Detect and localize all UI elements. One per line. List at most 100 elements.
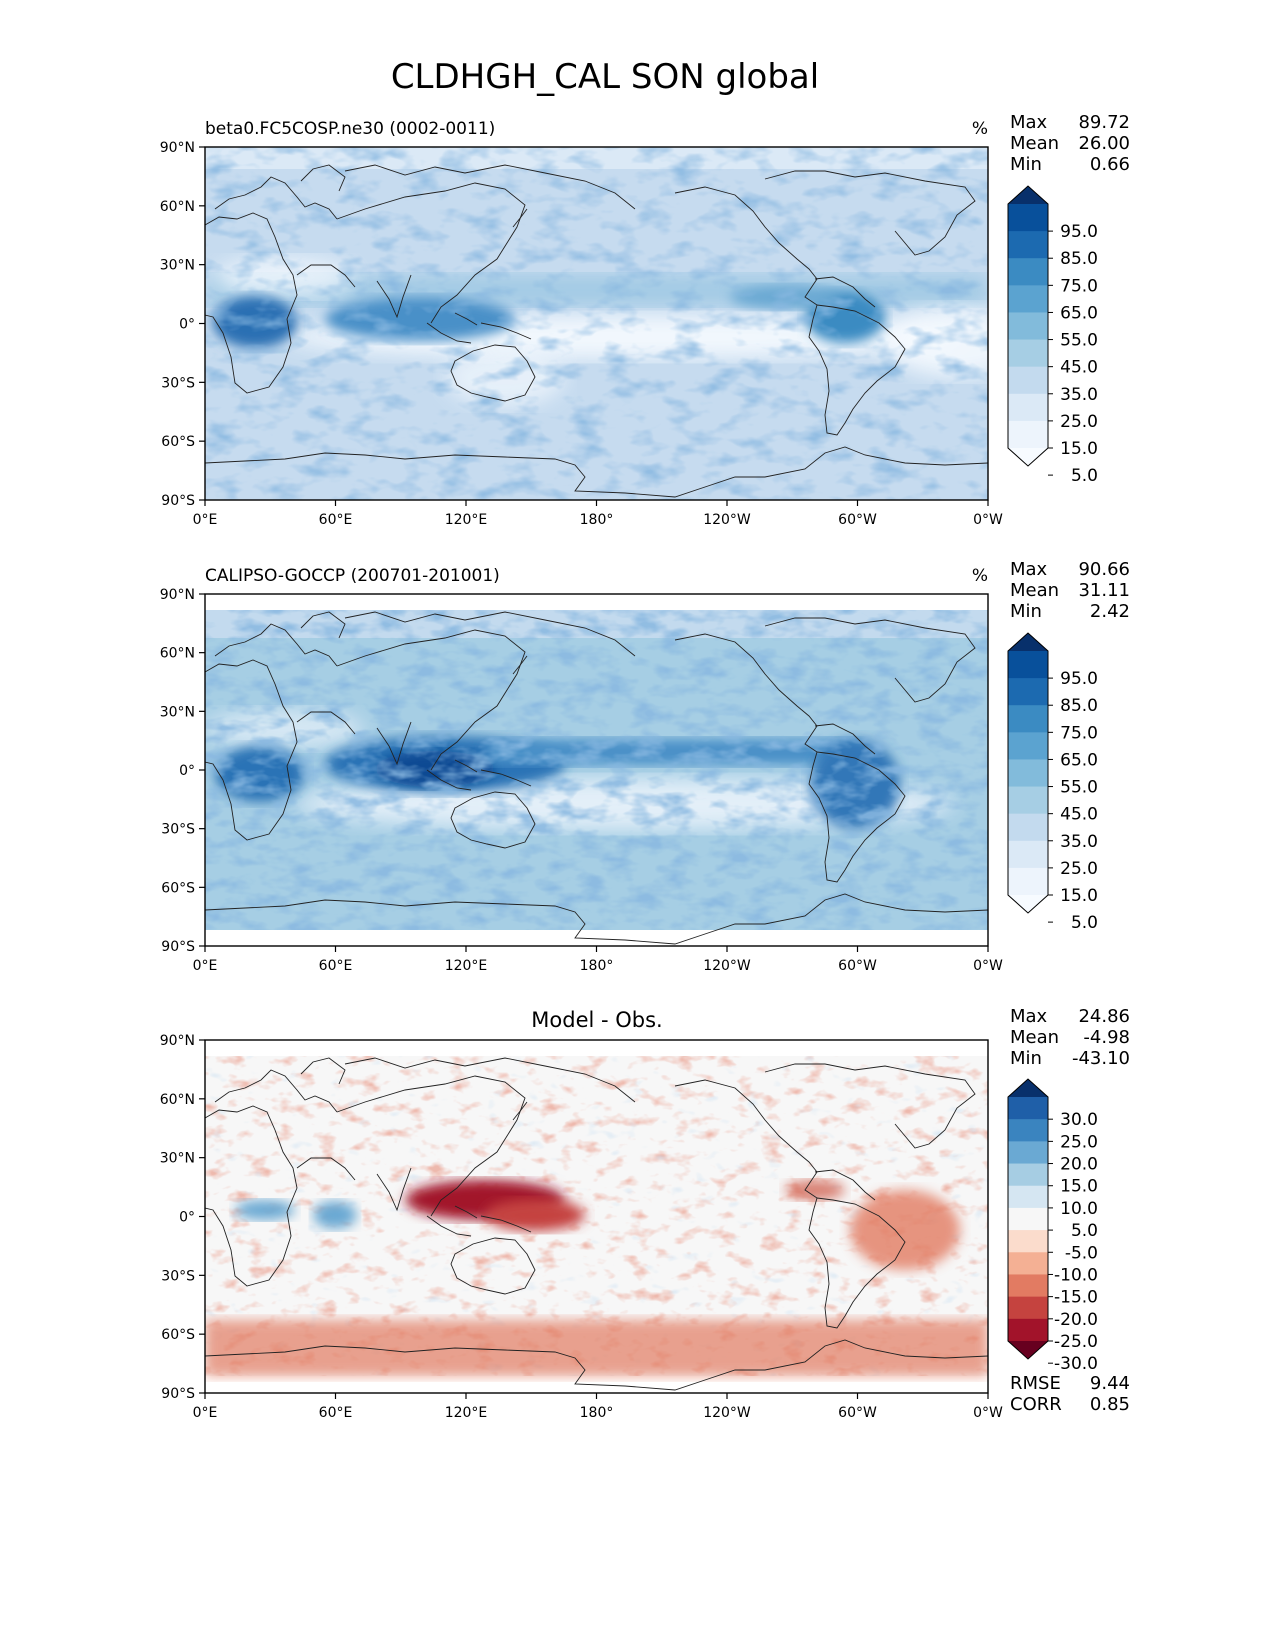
lat-tick-label: 60°S [161,434,195,450]
lon-tick-label: 60°E [319,512,353,528]
lat-tick-label: 30°N [160,1151,195,1167]
panel-1-map-field [205,147,988,500]
lon-tick-label: 0°W [973,1405,1003,1421]
stat-value-rmse: 9.44 [1090,1373,1130,1394]
panel-2-map-field [205,594,988,946]
colorbar-extend-min [1008,1341,1048,1359]
colorbar-tick-label: 55.0 [1060,331,1098,351]
colorbar-tick-label: 65.0 [1060,303,1098,323]
lat-tick-label: 60°N [160,199,195,215]
colorbar-extend-max [1008,1079,1048,1097]
stat-value-mean: 31.11 [1078,580,1130,601]
lon-tick-label: 60°E [319,1405,353,1421]
colorbar-tick-label: 75.0 [1060,276,1098,296]
colorbar-tick-label: 10.0 [1060,1199,1098,1219]
panel-obs: CALIPSO-GOCCP (200701-201001) % 90°N 60°N… [160,566,1003,974]
lon-tick-label: 0°W [973,512,1003,528]
colorbar-tick-label: -10.0 [1054,1265,1098,1285]
panel-2-axes: 90°N 60°N 30°N 0° 30°S 60°S 90°S 0°E 60°E 120°E 18… [160,587,1003,974]
colorbar-tick-label: 15.0 [1060,439,1098,459]
colorbar-segment [1008,231,1048,259]
colorbar-segment [1008,1230,1048,1253]
colorbar-segment [1008,786,1048,815]
colorbar-segment [1008,366,1048,395]
lat-tick-label: 90°S [161,1386,195,1402]
colorbar-segment [1008,1141,1048,1165]
lon-tick-label: 180° [580,1405,614,1421]
panel-2-subtitle: CALIPSO-GOCCP (200701-201001) [205,566,500,586]
colorbar-extend-min [1008,448,1048,466]
colorbar-tick-label: 30.0 [1060,1110,1098,1130]
colorbar-extend-max [1008,633,1048,651]
lon-tick-label: 180° [580,512,614,528]
stat-label-mean: Mean [1010,580,1059,601]
lat-tick-label: 30°N [160,704,195,720]
colorbar-segment [1008,840,1048,869]
colorbar-segment [1008,1274,1048,1298]
colorbar-extend-min [1008,895,1048,913]
stat-label-min: Min [1010,1048,1042,1069]
stat-value-max: 90.66 [1078,559,1130,580]
colorbar-tick-label: 5.0 [1071,913,1098,933]
panel-1-colorbar: 95.0 85.0 75.0 65.0 55.0 45.0 35.0 25.0 15.0 5.0 [1007,185,1098,486]
colorbar-tick-label: 20.0 [1060,1155,1098,1175]
colorbar-segment [1008,1207,1048,1231]
panel-2-units: % [972,566,988,586]
lon-tick-label: 120°W [703,1405,751,1421]
panel-1-side: Max 89.72 Mean 26.00 Min 0.66 95.0 85.0 75… [1007,112,1130,486]
colorbar-segment [1008,1097,1048,1120]
lon-tick-label: 0°E [193,512,218,528]
colorbar-tick-label: 35.0 [1060,385,1098,405]
colorbar-tick-label: 75.0 [1060,723,1098,743]
lon-tick-label: 120°E [445,958,488,974]
colorbar-tick-label: 55.0 [1060,778,1098,798]
stat-value-mean: -4.98 [1083,1027,1130,1048]
lon-tick-label: 120°W [703,958,751,974]
stat-value-max: 89.72 [1078,112,1130,133]
colorbar-segment [1008,732,1048,760]
lon-tick-label: 120°E [445,1405,488,1421]
colorbar-tick-label: 95.0 [1060,222,1098,242]
lat-tick-label: 0° [179,763,195,779]
stat-value-mean: 26.00 [1078,133,1130,154]
lon-tick-label: 0°W [973,958,1003,974]
colorbar-segment [1008,1163,1048,1187]
lat-tick-label: 90°N [160,587,195,603]
panel-3-map-field [205,1040,988,1393]
lat-tick-label: 60°S [161,1327,195,1343]
lon-tick-label: 120°W [703,512,751,528]
lat-tick-label: 90°S [161,939,195,955]
colorbar-segment [1008,678,1048,706]
colorbar-tick-label: -30.0 [1054,1354,1098,1374]
colorbar-tick-label: 45.0 [1060,805,1098,825]
colorbar-tick-label: 35.0 [1060,832,1098,852]
colorbar-tick-label: 5.0 [1071,466,1098,486]
lon-tick-label: 0°E [193,958,218,974]
colorbar-segment [1008,1119,1048,1142]
panel-2-side: Max 90.66 Mean 31.11 Min 2.42 95.0 85.0 75… [1007,559,1130,933]
panel-3-side: Max 24.86 Mean -4.98 Min -43.10 30.025.0… [1007,1006,1130,1415]
colorbar-tick-label: 25.0 [1060,859,1098,879]
colorbar-tick-label: 65.0 [1060,750,1098,770]
stat-value-min: 0.66 [1090,154,1130,175]
lat-tick-label: 30°S [161,822,195,838]
lat-tick-label: 60°S [161,880,195,896]
panel-1-units: % [972,119,988,139]
lat-tick-label: 90°N [160,140,195,156]
colorbar-segment [1008,705,1048,733]
colorbar-tick-label: -15.0 [1054,1288,1098,1308]
stat-label-max: Max [1010,1006,1048,1027]
colorbar-tick-label: 5.0 [1071,1221,1098,1241]
colorbar-tick-label: 15.0 [1060,1177,1098,1197]
lat-tick-label: 30°S [161,375,195,391]
colorbar-tick-label: -20.0 [1054,1310,1098,1330]
lat-tick-label: 30°S [161,1268,195,1284]
panel-2-colorbar: 95.0 85.0 75.0 65.0 55.0 45.0 35.0 25.0 15.0 5.0 [1007,632,1098,933]
colorbar-segment [1008,1185,1048,1209]
colorbar-segment [1008,867,1048,896]
colorbar-segment [1008,651,1048,679]
stat-label-max: Max [1010,559,1048,580]
colorbar-tick-label: -25.0 [1054,1332,1098,1352]
colorbar-segment [1008,285,1048,313]
